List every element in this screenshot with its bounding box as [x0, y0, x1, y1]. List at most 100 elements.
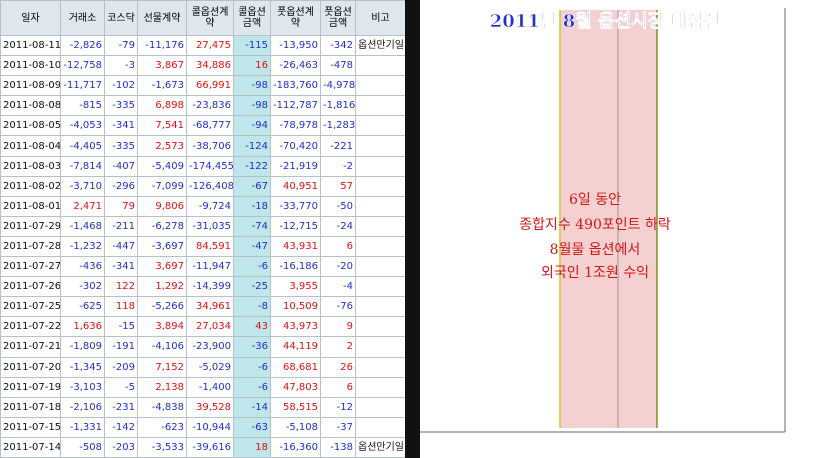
table-cell: -12,758 — [60, 55, 105, 77]
table-cell: -5 — [104, 376, 138, 398]
table-cell: 57 — [320, 175, 356, 197]
table-cell: -6,278 — [137, 215, 187, 237]
table-row: 2011-07-21 -1,809 -191 -4,106 -23,900 -36 44,1… — [0, 336, 406, 358]
table-cell: 43 — [233, 316, 271, 338]
table-cell: -12,715 — [270, 215, 321, 237]
annotation: 6일 동안 — [569, 192, 621, 208]
table-row: 2011-07-14 -508 -203 -3,533 -39,616 18 -16,360… — [0, 436, 406, 458]
table-cell: -16,360 — [270, 436, 321, 458]
table-row: 2011-07-27 -436 -341 3,697 -11,947 -6 -16,186-… — [0, 256, 406, 278]
annotation: 외국인 1조원 수익 — [541, 265, 649, 281]
table-cell: -138 — [320, 436, 356, 458]
table-row: 2011-07-18 -2,106 -231 -4,838 39,528 -14 58,51… — [0, 396, 406, 418]
table-cell: -231 — [104, 396, 138, 418]
table-cell: -11,717 — [60, 75, 105, 97]
annotation: 종합지수 490포인트 하락 — [519, 217, 671, 233]
table-cell: 2,138 — [137, 376, 187, 398]
table-cell: 2011-07-15 — [0, 416, 61, 438]
table-cell — [355, 175, 406, 197]
table-cell: 2011-07-22 — [0, 316, 61, 338]
table-cell: -1,809 — [60, 336, 105, 358]
table-cell: -4 — [320, 276, 356, 298]
table-cell: -20 — [320, 256, 356, 278]
table-cell: 27,034 — [186, 316, 234, 338]
table-cell: -1,283 — [320, 115, 356, 137]
table-cell: -335 — [104, 95, 138, 117]
table-cell: 1,636 — [60, 316, 105, 338]
table-cell: 7,152 — [137, 356, 187, 378]
table-cell: -508 — [60, 436, 105, 458]
column-header: 선물계약 — [137, 0, 187, 36]
table-cell: -3,103 — [60, 376, 105, 398]
table-cell: -9,724 — [186, 195, 234, 217]
table-row: 2011-07-25 -625 118 -5,266 34,961 -8 10,509 -76 — [0, 296, 406, 318]
table-cell: -4,838 — [137, 396, 187, 418]
table-cell: -3 — [104, 55, 138, 77]
table-row: 2011-08-09 -11,717 -102 -1,673 66,991 -98 -183… — [0, 75, 406, 97]
table-cell: -21,919 — [270, 155, 321, 177]
table-cell: -335 — [104, 135, 138, 157]
table-cell: 2011-08-11 — [0, 34, 61, 57]
table-cell: -14 — [233, 396, 271, 418]
table-cell: 2011-07-20 — [0, 356, 61, 378]
table-cell: -37 — [320, 416, 356, 438]
table-cell: 3,894 — [137, 316, 187, 338]
table-cell: -1,232 — [60, 235, 105, 258]
table-cell: 84,591 — [186, 235, 234, 258]
highlight-band — [560, 10, 657, 428]
table-cell: -625 — [60, 296, 105, 318]
table-cell: -478 — [320, 55, 356, 77]
table-cell: -79 — [104, 34, 138, 57]
table-cell: 16 — [233, 55, 271, 77]
table-cell: -94 — [233, 115, 271, 137]
table-row: 2011-08-02 -3,710 -296 -7,099 -126,408 -67 40,… — [0, 175, 406, 197]
table-cell: -6 — [233, 356, 271, 378]
table-cell: -13,950 — [270, 34, 321, 57]
chart-title: 2011년 8월 옵션시장 대접전 — [490, 11, 720, 32]
table-cell — [355, 296, 406, 318]
table-cell: 7,541 — [137, 115, 187, 137]
table-cell: -68,777 — [186, 115, 234, 137]
column-header: 콜옵션금액 — [233, 0, 271, 36]
table-cell: -342 — [320, 34, 356, 57]
table-cell: -341 — [104, 256, 138, 278]
table-cell: -142 — [104, 416, 138, 438]
column-header: 풋옵션계약 — [270, 0, 321, 36]
table-cell: -7,814 — [60, 155, 105, 177]
table-row: 2011-08-03 -7,814 -407 -5,409 -174,455 -122 -2… — [0, 155, 406, 177]
table-cell: -76 — [320, 296, 356, 318]
table-cell: -4,978 — [320, 75, 356, 97]
table-row: 2011-07-15 -1,331 -142 -623 -10,944 -63 -5,108… — [0, 416, 406, 438]
table-cell: 2011-08-10 — [0, 55, 61, 77]
table-cell: -5,266 — [137, 296, 187, 318]
table-cell: 39,528 — [186, 396, 234, 418]
header-row: 일자 거래소 코스닥 선물계약 콜옵션계약 콜옵션금액 풋옵션계약 풋옵션금액 비고 — [0, 0, 406, 36]
table-cell: -174,455 — [186, 155, 234, 177]
table-cell: -341 — [104, 115, 138, 137]
table-cell: 2011-07-14 — [0, 436, 61, 458]
table-cell: 2011-07-28 — [0, 235, 61, 258]
table-cell: -4,106 — [137, 336, 187, 358]
table-cell: 18 — [233, 436, 271, 458]
table-cell: 6 — [320, 376, 356, 398]
table-cell: 2011-07-19 — [0, 376, 61, 398]
table-cell — [355, 256, 406, 278]
table-cell: -4,405 — [60, 135, 105, 157]
table-row: 2011-08-11 -2,826 -79 -11,176 27,475 -115 -13,… — [0, 34, 406, 57]
table-cell: -815 — [60, 95, 105, 117]
table-cell: -124 — [233, 135, 271, 157]
table-row: 2011-07-20 -1,345 -209 7,152 -5,029 -6 68,681 2… — [0, 356, 406, 378]
table-cell: -11,947 — [186, 256, 234, 278]
table-cell: 44,119 — [270, 336, 321, 358]
investor-table: 일자 거래소 코스닥 선물계약 콜옵션계약 콜옵션금액 풋옵션계약 풋옵션금액 비고 2011-… — [0, 0, 406, 458]
table-cell: -2,826 — [60, 34, 105, 57]
table-cell: 2011-08-09 — [0, 75, 61, 97]
table-cell: 79 — [104, 195, 138, 217]
table-cell — [355, 276, 406, 298]
annotation: 8월물 옵션에서 — [550, 242, 641, 258]
table-cell: 2011-08-01 — [0, 195, 61, 217]
table-cell: -31,035 — [186, 215, 234, 237]
table-cell — [355, 195, 406, 217]
table-cell — [355, 55, 406, 77]
